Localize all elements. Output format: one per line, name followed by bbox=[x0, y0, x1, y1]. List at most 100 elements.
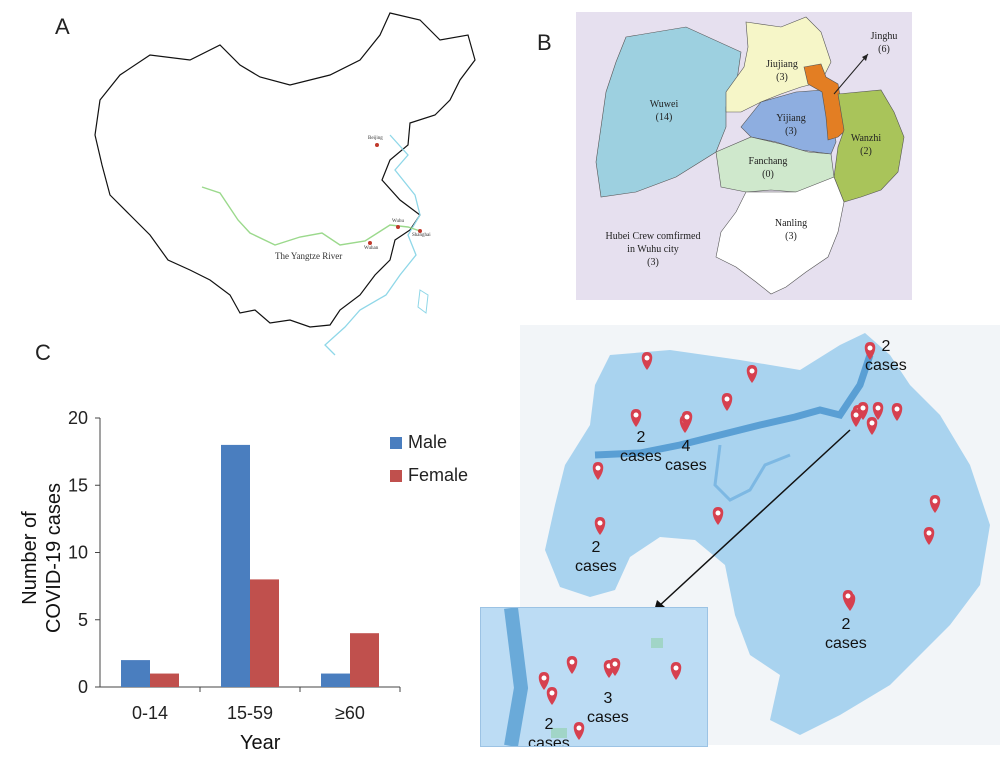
inset-case-pin bbox=[538, 672, 550, 690]
case-pin bbox=[641, 352, 653, 370]
inset-arrow bbox=[657, 429, 851, 608]
map-pin-icon bbox=[864, 342, 876, 360]
wuhu-dot bbox=[396, 225, 400, 229]
jinghu-arrowhead bbox=[862, 54, 868, 61]
map-pin-icon bbox=[850, 409, 862, 427]
inset-map: 3 cases 2 cases bbox=[480, 607, 708, 747]
hubei-crew-note: Hubei Crew comfirmed in Wuhu city (3) bbox=[605, 231, 701, 268]
case-pin bbox=[712, 507, 724, 525]
map-pin-icon bbox=[594, 517, 606, 535]
case-pin bbox=[866, 417, 878, 435]
panel-c-label: C bbox=[35, 340, 51, 365]
y-tick-label: 15 bbox=[68, 475, 88, 495]
panel-a-label: A bbox=[55, 14, 70, 39]
y-tick-label: 0 bbox=[78, 677, 88, 697]
cases-annotation-center: 4 cases bbox=[665, 438, 707, 474]
case-pin bbox=[594, 517, 606, 535]
inset-case-pin bbox=[573, 722, 585, 740]
bar-male-0 bbox=[121, 660, 150, 687]
map-pin-icon bbox=[842, 590, 854, 608]
panel-b-label: B bbox=[537, 30, 552, 55]
china-map: Beijing Wuhu Wuhan Shanghai The Yangtze … bbox=[90, 5, 480, 360]
map-pin-icon bbox=[746, 365, 758, 383]
map-pin-icon bbox=[538, 672, 550, 690]
case-pin bbox=[630, 409, 642, 427]
bar-male-1 bbox=[221, 444, 250, 687]
china-outline bbox=[94, 12, 476, 328]
inset-case-pin bbox=[566, 656, 578, 674]
bar-female-1 bbox=[250, 579, 279, 687]
shanghai-dot bbox=[418, 229, 422, 233]
legend-swatch-male bbox=[390, 436, 402, 449]
region-nanling bbox=[715, 176, 845, 295]
map-pin-icon bbox=[546, 687, 558, 705]
wuhu-label: Wuhu bbox=[392, 219, 405, 224]
inset-svg bbox=[504, 608, 663, 746]
jinghu-label: Jinghu (6) bbox=[870, 31, 898, 55]
wuhan-label: Wuhan bbox=[364, 246, 379, 251]
case-pins-layer bbox=[592, 342, 941, 611]
legend-swatch-female bbox=[390, 469, 402, 482]
region-wuwei bbox=[595, 26, 742, 198]
x-tick-label: ≥60 bbox=[335, 703, 365, 723]
y-tick-label: 5 bbox=[78, 610, 88, 630]
wuhu-landmass bbox=[545, 333, 990, 735]
case-pin bbox=[850, 409, 862, 427]
case-pin bbox=[681, 411, 693, 429]
cases-annotation-ne: 2 cases bbox=[865, 338, 907, 374]
map-pin-icon bbox=[592, 462, 604, 480]
beijing-label: Beijing bbox=[368, 136, 383, 141]
case-pin bbox=[929, 495, 941, 513]
yangtze-label: The Yangtze River bbox=[275, 251, 343, 261]
bar-female-2 bbox=[350, 633, 379, 687]
cases-annotation-southwest: 2 cases bbox=[575, 539, 617, 575]
inset-cases-annotation-center: 3 cases bbox=[587, 690, 629, 726]
case-pin bbox=[923, 527, 935, 545]
nanling-label: Nanling (3) bbox=[774, 218, 808, 242]
x-tick-label: 15-59 bbox=[227, 703, 273, 723]
inset-case-pin bbox=[670, 662, 682, 680]
map-pin-icon bbox=[891, 403, 903, 421]
wuhu-tributary bbox=[713, 444, 791, 502]
cases-annotation-center-west: 2 cases bbox=[620, 429, 662, 465]
case-pin bbox=[864, 342, 876, 360]
map-pin-icon bbox=[609, 658, 621, 676]
china-outline-svg bbox=[94, 12, 476, 356]
map-pin-icon bbox=[872, 402, 884, 420]
yangtze-river bbox=[201, 186, 421, 246]
map-pin-icon bbox=[573, 722, 585, 740]
legend-label-female: Female bbox=[408, 465, 469, 485]
bar-male-2 bbox=[321, 673, 350, 687]
yangtze-in-wuhu bbox=[594, 353, 874, 459]
map-pin-icon bbox=[630, 409, 642, 427]
district-svg bbox=[595, 16, 905, 295]
shanghai-label: Shanghai bbox=[412, 233, 431, 238]
bar-chart-svg: 0 5 10 15 20 0-14 15-59 ≥60 bbox=[68, 408, 401, 723]
age-sex-bar-chart: 0 5 10 15 20 0-14 15-59 ≥60 Male Female Year Nu… bbox=[0, 360, 500, 770]
map-pin-icon bbox=[566, 656, 578, 674]
map-pin-icon bbox=[712, 507, 724, 525]
wuwei-label: Wuwei (14) bbox=[649, 99, 679, 123]
beijing-dot bbox=[375, 143, 379, 147]
case-pin bbox=[842, 590, 854, 608]
case-pin bbox=[872, 402, 884, 420]
map-pin-icon bbox=[721, 393, 733, 411]
case-pin bbox=[746, 365, 758, 383]
taiwan-island bbox=[417, 289, 429, 314]
inset-cases-annotation-left: 2 cases bbox=[528, 716, 570, 747]
map-pin-icon bbox=[681, 411, 693, 429]
legend-label-male: Male bbox=[408, 432, 448, 452]
case-location-map: 2 cases 2 cases 4 cases 2 cases 2 cases 3 case… bbox=[480, 325, 1000, 747]
case-pin bbox=[891, 403, 903, 421]
wuhu-district-map: Wuwei (14) Jiujiang (3) Yijiang (3) Jinghu(… bbox=[576, 12, 912, 300]
map-pin-icon bbox=[670, 662, 682, 680]
x-tick-label: 0-14 bbox=[132, 703, 168, 723]
jiujiang-label: Jiujiang (3) bbox=[766, 59, 798, 83]
inset-river bbox=[504, 608, 529, 746]
chart-ylabel: Number of COVID-19 cases bbox=[19, 482, 65, 634]
region-jiujiang bbox=[725, 16, 832, 113]
wanzhi-label: Wanzhi (2) bbox=[850, 133, 882, 157]
case-pin bbox=[592, 462, 604, 480]
legend-item-female: Female bbox=[390, 465, 468, 486]
inset-pins-layer bbox=[538, 656, 682, 740]
